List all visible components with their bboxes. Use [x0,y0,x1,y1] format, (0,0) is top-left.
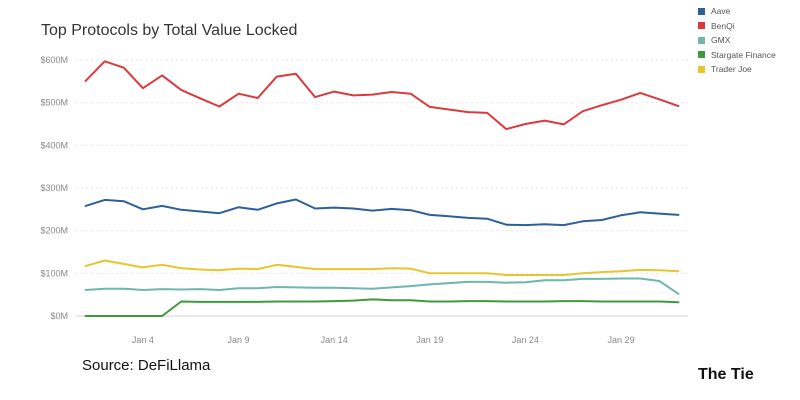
y-tick-label: $200M [40,226,68,236]
x-tick-label: Jan 24 [512,335,539,345]
legend-item-trader-joe[interactable]: Trader Joe [698,62,776,77]
legend-item-gmx[interactable]: GMX [698,33,776,48]
legend-label-stargate-finance: Stargate Finance [711,49,776,60]
x-tick-label: Jan 19 [416,335,443,345]
y-tick-label: $100M [40,268,68,278]
y-tick-label: $400M [40,140,68,150]
legend-swatch-trader-joe [698,65,705,73]
x-tick-label: Jan 4 [132,335,154,345]
series-line-stargate-finance [84,298,680,317]
x-tick-label: Jan 29 [608,335,635,345]
source-caption: Source: DeFiLlama [82,357,211,374]
legend-swatch-gmx [698,36,705,44]
legend-swatch-aave [698,7,705,15]
legend-swatch-stargate-finance [698,51,705,59]
legend-label-aave: Aave [711,6,731,17]
brand-logo: The Tie [698,366,754,383]
legend: Aave BenQi GMX Stargate Finance Trader J… [698,4,776,77]
legend-item-aave[interactable]: Aave [698,4,776,19]
series-line-gmx [84,277,680,295]
series-line-aave [84,198,680,227]
series-line-benqi [84,60,680,131]
legend-item-stargate-finance[interactable]: Stargate Finance [698,48,776,63]
legend-label-gmx: GMX [711,35,731,46]
legend-label-benqi: BenQi [711,20,735,31]
legend-swatch-benqi [698,22,705,30]
legend-item-benqi[interactable]: BenQi [698,19,776,34]
y-tick-label: $300M [40,183,68,193]
y-tick-label: $500M [40,98,68,108]
chart-title: Top Protocols by Total Value Locked [41,22,298,39]
x-tick-label: Jan 9 [228,335,250,345]
legend-label-trader-joe: Trader Joe [711,64,752,75]
y-tick-label: $600M [40,55,68,65]
series-line-trader-joe [84,259,680,276]
x-tick-label: Jan 14 [321,335,348,345]
y-tick-label: $0M [50,311,68,321]
